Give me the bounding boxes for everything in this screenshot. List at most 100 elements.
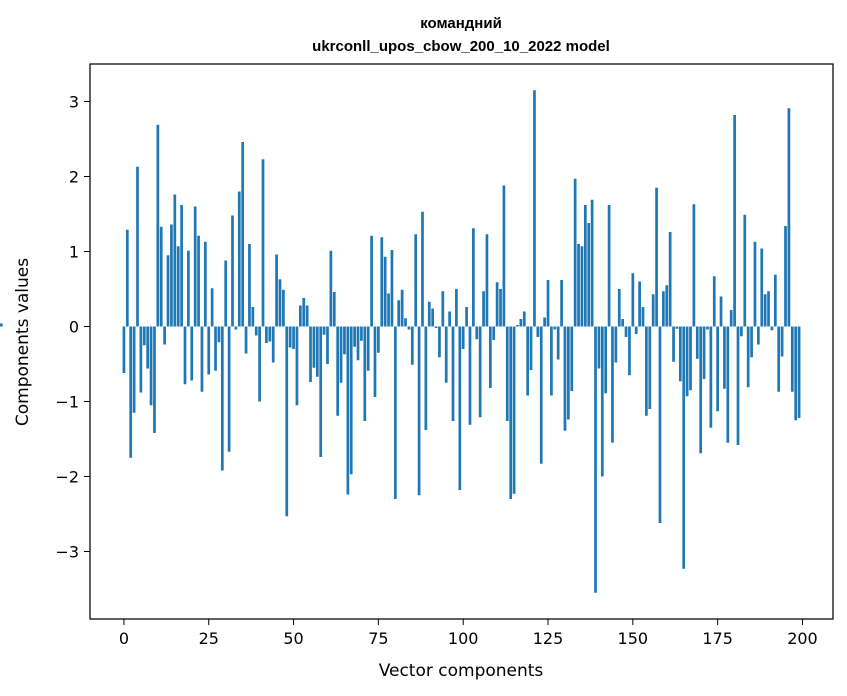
y-tick-label: 2 bbox=[69, 168, 79, 187]
bar bbox=[509, 326, 513, 499]
bar bbox=[790, 326, 794, 392]
bar bbox=[533, 90, 536, 327]
bar bbox=[682, 326, 686, 569]
bar bbox=[570, 326, 574, 391]
bar bbox=[319, 326, 323, 457]
x-tick-label: 100 bbox=[448, 629, 479, 648]
x-axis-label: Vector components bbox=[379, 661, 544, 681]
bar bbox=[315, 326, 319, 377]
bar bbox=[655, 187, 658, 327]
bar bbox=[641, 307, 645, 327]
bar bbox=[298, 305, 302, 327]
bar bbox=[203, 241, 207, 327]
bar bbox=[125, 229, 129, 327]
bar bbox=[295, 326, 299, 406]
bar bbox=[594, 326, 597, 593]
bar bbox=[784, 226, 787, 327]
bar bbox=[757, 326, 760, 345]
bar bbox=[183, 326, 187, 385]
x-tick-label: 50 bbox=[283, 629, 303, 648]
bar bbox=[383, 256, 387, 327]
bar bbox=[346, 326, 350, 495]
bar bbox=[685, 326, 689, 397]
bar bbox=[427, 301, 431, 327]
bar bbox=[380, 237, 384, 327]
bar bbox=[760, 248, 764, 327]
bar bbox=[254, 326, 258, 336]
y-axis-label: Components values bbox=[13, 258, 33, 426]
bar bbox=[485, 234, 489, 327]
bar bbox=[444, 326, 448, 383]
bar bbox=[546, 280, 550, 327]
bar bbox=[668, 232, 672, 327]
bar bbox=[604, 326, 608, 394]
bar bbox=[502, 185, 506, 327]
bar bbox=[763, 294, 767, 327]
bar bbox=[271, 326, 275, 363]
bar bbox=[193, 206, 197, 327]
x-tick-label: 75 bbox=[368, 629, 388, 648]
x-tick-label: 175 bbox=[702, 629, 733, 648]
y-tick-label: 0 bbox=[69, 318, 79, 337]
bar bbox=[377, 326, 380, 353]
bar bbox=[214, 326, 217, 371]
bar bbox=[207, 326, 211, 375]
bar bbox=[451, 326, 455, 421]
bar bbox=[166, 255, 170, 327]
x-tick-label: 125 bbox=[533, 629, 564, 648]
bar bbox=[400, 289, 404, 327]
bar bbox=[648, 326, 652, 409]
bar bbox=[587, 223, 591, 327]
bar bbox=[658, 326, 662, 523]
bar bbox=[787, 108, 791, 327]
bar bbox=[275, 254, 278, 327]
bar bbox=[726, 326, 730, 443]
bar bbox=[353, 326, 356, 347]
bar bbox=[356, 326, 360, 361]
bar bbox=[336, 326, 340, 416]
bar bbox=[370, 235, 373, 327]
bar bbox=[665, 285, 669, 327]
bar bbox=[631, 273, 635, 327]
bar bbox=[560, 280, 563, 327]
bar bbox=[689, 326, 692, 391]
bar bbox=[349, 326, 353, 475]
bar bbox=[305, 305, 309, 327]
bar bbox=[675, 326, 679, 329]
bar bbox=[736, 326, 740, 445]
bar bbox=[373, 326, 377, 397]
bar bbox=[516, 325, 519, 327]
bar bbox=[292, 326, 295, 349]
bar bbox=[645, 326, 648, 416]
bar bbox=[797, 326, 801, 418]
bar bbox=[407, 326, 411, 330]
y-axis-ticks: −3 −2 −1 0 1 2 3 bbox=[55, 93, 90, 562]
bar bbox=[723, 326, 726, 389]
bar bbox=[220, 326, 224, 471]
bar bbox=[495, 282, 499, 327]
bar bbox=[536, 326, 540, 337]
bar bbox=[709, 326, 713, 428]
y-tick-label: −3 bbox=[55, 543, 79, 562]
bar bbox=[794, 326, 798, 421]
x-tick-label: 150 bbox=[618, 629, 649, 648]
bar bbox=[343, 326, 346, 355]
y-tick-label: 1 bbox=[69, 243, 79, 262]
bar bbox=[468, 326, 472, 425]
bar bbox=[438, 326, 441, 358]
bar bbox=[217, 326, 221, 343]
bar bbox=[339, 326, 343, 383]
bar bbox=[261, 159, 265, 327]
bar bbox=[580, 246, 584, 327]
bar bbox=[672, 326, 675, 362]
bar bbox=[122, 326, 126, 373]
bar bbox=[387, 293, 390, 327]
x-tick-label: 0 bbox=[119, 629, 129, 648]
bar bbox=[702, 326, 706, 379]
bar bbox=[695, 326, 699, 359]
bar bbox=[597, 326, 601, 369]
bar bbox=[146, 326, 150, 369]
chart-title: командний bbox=[420, 15, 502, 32]
y-tick-label: −2 bbox=[55, 468, 79, 487]
